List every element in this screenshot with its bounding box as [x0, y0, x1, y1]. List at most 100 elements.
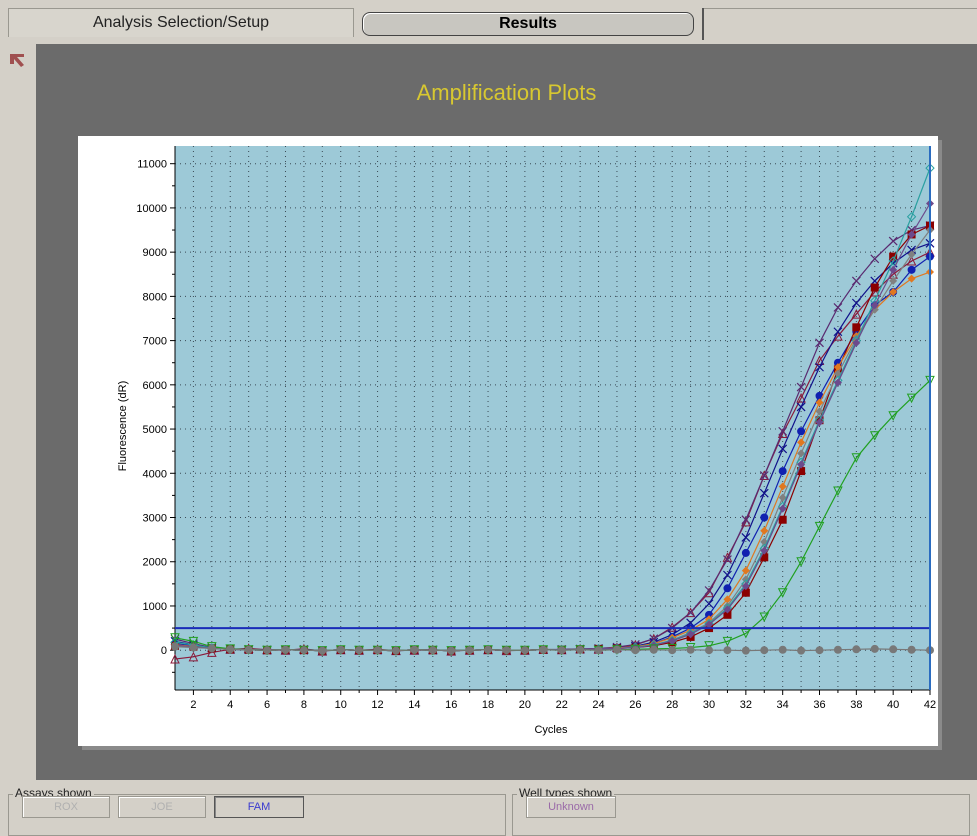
- data-point: [281, 645, 290, 654]
- x-tick-label: 20: [519, 699, 531, 711]
- data-point: [502, 646, 511, 655]
- data-point: [870, 283, 879, 292]
- data-point: [796, 382, 806, 392]
- tab-top-line: [704, 8, 977, 9]
- results-panel: Amplification Plots 0 1000 2000 3000 4000 500…: [36, 44, 977, 780]
- data-point: [188, 651, 199, 662]
- data-point: [797, 449, 806, 458]
- tab-bar: Analysis Selection/Setup Results: [0, 0, 977, 40]
- data-point: [870, 644, 879, 653]
- data-point: [759, 488, 769, 498]
- data-point: [888, 256, 898, 266]
- x-tick-label: 32: [740, 699, 752, 711]
- data-point: [704, 586, 714, 595]
- data-point: [778, 515, 787, 524]
- data-point: [889, 287, 898, 296]
- welltype-unknown-button[interactable]: Unknown: [526, 796, 616, 818]
- left-strip: [0, 44, 36, 780]
- y-tick-label: 2000: [143, 557, 167, 569]
- data-point: [889, 265, 898, 274]
- data-point: [705, 620, 714, 629]
- tab-analysis-setup[interactable]: Analysis Selection/Setup: [8, 8, 354, 37]
- data-point: [171, 642, 179, 651]
- y-tick-label: 3000: [143, 513, 167, 525]
- data-point: [833, 303, 843, 312]
- data-point: [685, 607, 696, 618]
- data-point: [778, 645, 787, 654]
- data-point: [686, 645, 695, 654]
- data-point: [907, 245, 917, 255]
- x-tick-label: 24: [592, 699, 604, 711]
- data-point: [852, 338, 861, 347]
- data-point: [705, 646, 714, 655]
- y-tick-label: 11000: [137, 159, 167, 171]
- data-point: [815, 362, 824, 372]
- amplification-chart[interactable]: 0 1000 2000 3000 4000 5000 6000 7000 8000 9000 100…: [78, 136, 938, 746]
- y-tick-label: 1000: [143, 601, 167, 613]
- data-point: [207, 644, 216, 653]
- data-point: [778, 493, 787, 502]
- data-point: [299, 646, 308, 655]
- data-point: [520, 646, 529, 655]
- data-point: [906, 255, 917, 266]
- data-point: [189, 643, 198, 652]
- x-tick-label: 42: [924, 699, 936, 711]
- data-point: [906, 393, 917, 404]
- data-point: [852, 323, 861, 332]
- data-point: [557, 646, 566, 655]
- data-point: [814, 521, 825, 532]
- collapse-arrow-icon[interactable]: [8, 52, 28, 68]
- data-point: [833, 645, 842, 654]
- x-tick-label: 6: [264, 699, 270, 711]
- series-10: [171, 642, 934, 655]
- assay-rox-button[interactable]: ROX: [22, 796, 110, 818]
- data-point: [796, 402, 806, 412]
- data-point: [796, 392, 806, 403]
- data-point: [778, 426, 788, 436]
- data-point: [797, 467, 806, 476]
- data-point: [576, 645, 585, 654]
- data-point: [741, 515, 751, 525]
- x-tick-label: 2: [190, 699, 196, 711]
- data-point: [851, 453, 862, 463]
- assay-joe-button[interactable]: JOE: [118, 796, 206, 818]
- data-point: [870, 254, 880, 264]
- assay-fam-button[interactable]: FAM: [214, 796, 304, 818]
- data-point: [797, 460, 806, 469]
- data-point: [759, 470, 770, 480]
- data-point: [741, 566, 750, 575]
- data-point: [686, 630, 695, 639]
- data-point: [889, 645, 898, 654]
- data-point: [465, 646, 474, 655]
- data-point: [888, 236, 898, 246]
- data-point: [668, 646, 677, 655]
- data-point: [188, 636, 199, 647]
- data-point: [410, 645, 419, 654]
- data-point: [318, 646, 327, 655]
- y-tick-label: 4000: [143, 468, 167, 480]
- tab-results[interactable]: Results: [362, 12, 694, 36]
- data-point: [741, 628, 751, 639]
- data-point: [778, 444, 788, 454]
- data-point: [759, 471, 769, 480]
- data-point: [888, 411, 898, 421]
- data-point: [851, 298, 861, 308]
- data-point: [723, 605, 732, 614]
- data-point: [741, 646, 750, 655]
- data-point: [833, 486, 843, 497]
- data-point: [391, 646, 400, 655]
- data-point: [741, 588, 750, 597]
- data-point: [594, 646, 603, 655]
- x-tick-label: 8: [301, 699, 307, 711]
- data-point: [723, 584, 732, 593]
- data-point: [355, 646, 364, 655]
- y-tick-label: 7000: [143, 336, 167, 348]
- data-point: [869, 431, 880, 441]
- data-point: [778, 467, 787, 476]
- data-point: [815, 398, 824, 407]
- x-tick-label: 28: [666, 699, 678, 711]
- data-point: [686, 608, 696, 618]
- data-point: [723, 555, 732, 564]
- data-point: [668, 636, 677, 645]
- plot-title: Amplification Plots: [416, 80, 597, 105]
